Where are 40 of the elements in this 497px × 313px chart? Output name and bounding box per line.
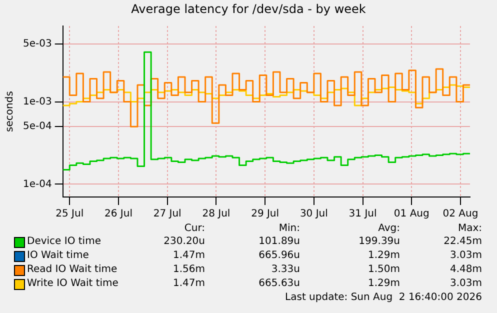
text: 1.56m <box>172 264 205 275</box>
text: 3.03m <box>450 250 482 261</box>
text: Min: <box>278 223 300 234</box>
text: 4.48m <box>450 264 482 275</box>
legend-label: Device IO time <box>27 236 101 248</box>
text: 3.03m <box>450 278 482 289</box>
chart-title: Average latency for /dev/sda - by week <box>130 2 367 16</box>
text: Avg: <box>377 223 400 235</box>
y-axis-title: seconds <box>4 91 16 132</box>
x-tick-label: 01 Aug <box>394 208 430 220</box>
text: 230.20u <box>162 236 205 248</box>
text: Last update: Sun Aug 2 16:40:00 2026 <box>285 292 482 304</box>
text: 1.29m <box>366 278 400 290</box>
x-tick-label: 28 Jul <box>202 208 230 220</box>
text: 665.96u <box>258 250 300 261</box>
text: 199.39u <box>358 236 400 248</box>
text: 1.29m <box>366 250 400 262</box>
y-tick-label: 5e-03 <box>22 38 52 50</box>
text: 1.47m <box>172 278 205 289</box>
text: Max: <box>458 223 482 234</box>
x-tick-label: 26 Jul <box>104 208 132 220</box>
text: 665.63u <box>258 278 300 289</box>
text: 1.50m <box>366 264 400 276</box>
x-tick-label: 31 Jul <box>348 208 377 220</box>
text: 101.89u <box>258 236 300 247</box>
legend-label: Write IO Wait time <box>27 278 118 290</box>
text: Cur: <box>183 223 205 235</box>
x-tick-label: 30 Jul <box>300 208 328 220</box>
text: 3.33u <box>271 264 300 275</box>
y-tick-label: 5e-04 <box>22 121 52 132</box>
y-tick-label: 1e-03 <box>22 96 52 108</box>
y-tick-label: 1e-04 <box>22 178 52 190</box>
x-tick-label: 25 Jul <box>56 208 84 220</box>
text: 1.47m <box>172 250 205 262</box>
legend-label: Read IO Wait time <box>27 264 118 276</box>
text: 22.45m <box>444 236 482 247</box>
x-tick-label: 02 Aug <box>442 208 478 220</box>
x-tick-label: 29 Jul <box>251 208 280 220</box>
legend-label: IO Wait time <box>27 250 89 262</box>
x-tick-label: 27 Jul <box>153 208 182 220</box>
